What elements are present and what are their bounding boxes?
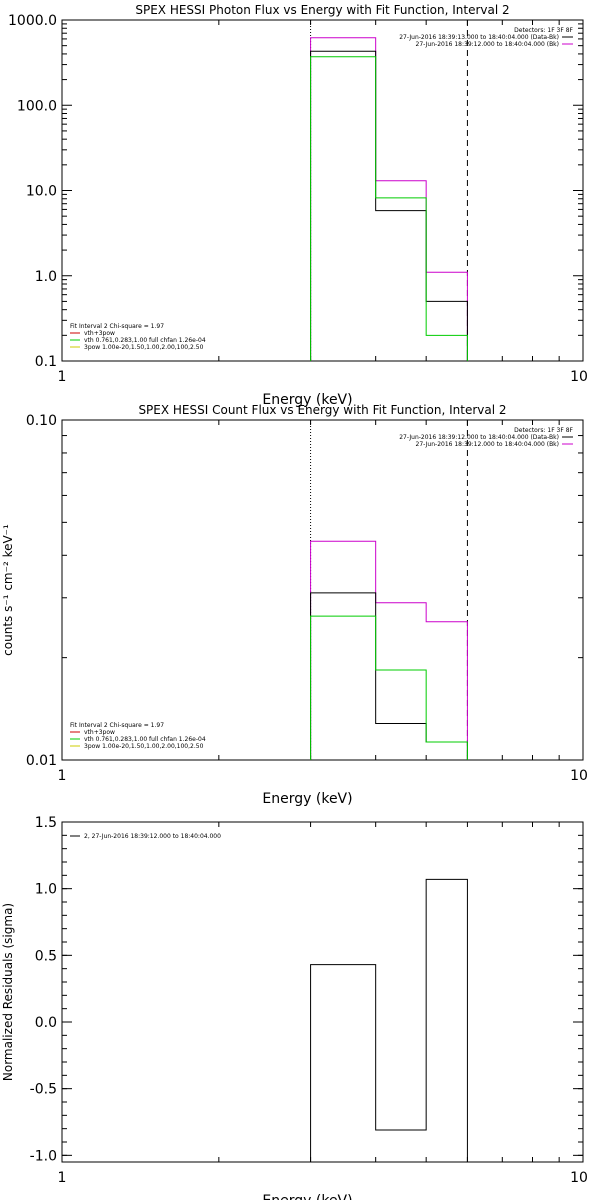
- plot-frame: [61, 419, 584, 761]
- legend-text: Fit Interval 2 Chi-square = 1.97: [70, 323, 164, 330]
- chart-panel-2: SPEX HESSI Count Flux vs Energy with Fit…: [1, 403, 588, 807]
- y-axis-label: counts s⁻¹ cm⁻² keV⁻¹: [1, 524, 15, 656]
- legend-text: 2, 27-Jun-2016 18:39:12.000 to 18:40:04.…: [84, 833, 221, 840]
- legend-text: Fit Interval 2 Chi-square = 1.97: [70, 722, 164, 729]
- legend-text: 27-Jun-2016 18:39:12.000 to 18:40:04.000…: [416, 41, 559, 48]
- y-tick-label: 0.10: [26, 413, 57, 429]
- y-tick-label: 0.01: [26, 753, 57, 769]
- x-axis-label: Energy (keV): [262, 1193, 352, 1200]
- x-tick-label: 1: [58, 1170, 67, 1186]
- x-tick-label: 10: [570, 1170, 588, 1186]
- plot-frame: [61, 19, 584, 362]
- series-1-step: [310, 50, 468, 361]
- plot-frame: [61, 821, 584, 1163]
- series-0-step: [310, 37, 468, 361]
- chart-title: SPEX HESSI Photon Flux vs Energy with Fi…: [135, 3, 509, 17]
- x-axis-label: Energy (keV): [262, 392, 352, 408]
- legend-text: 27-Jun-2016 18:39:12.000 to 18:40:04.000…: [399, 434, 559, 441]
- y-tick-label: -0.5: [30, 1082, 57, 1098]
- series-0-step: [310, 540, 468, 760]
- x-tick-label: 1: [58, 369, 67, 385]
- chart-title: SPEX HESSI Count Flux vs Energy with Fit…: [138, 403, 506, 417]
- series-2-step: [310, 615, 468, 760]
- legend-text: vth 0.761,0.283,1.00 full chfan 1.26e-04: [84, 736, 206, 743]
- x-tick-label: 10: [570, 768, 588, 784]
- legend-text: 27-Jun-2016 18:39:12.000 to 18:40:04.000…: [416, 441, 559, 448]
- x-tick-label: 10: [570, 369, 588, 385]
- legend-text: 27-Jun-2016 18:39:13.000 to 18:40:04.000…: [399, 34, 559, 41]
- y-tick-label: 1.5: [35, 815, 57, 831]
- x-tick-label: 1: [58, 768, 67, 784]
- legend-text: Detectors: 1F 3F 8F: [514, 427, 573, 434]
- y-tick-label: 10.0: [26, 184, 57, 200]
- y-tick-label: 0.1: [35, 354, 57, 370]
- residual-step: [310, 878, 468, 1162]
- legend-text: 3pow 1.00e-20,1.50,1.00,2.00,100,2.50: [84, 743, 204, 750]
- chart-panel-3: 1 10 -1.0 -0.5 0.0 0.5 1.0 1.5 Energy (keV) Norma…: [1, 815, 588, 1200]
- y-tick-label: 1.0: [35, 882, 57, 898]
- legend-text: vth+3pow: [84, 330, 115, 337]
- legend-text: Detectors: 1F 3F 8F: [514, 27, 573, 34]
- y-tick-label: 0.0: [35, 1015, 57, 1031]
- y-tick-label: -1.0: [30, 1148, 57, 1164]
- y-axis-label: Normalized Residuals (sigma): [1, 903, 15, 1081]
- x-axis-label: Energy (keV): [262, 791, 352, 807]
- series-2-step: [310, 56, 468, 361]
- y-tick-label: 1000.0: [8, 13, 57, 29]
- legend-text: 3pow 1.00e-20,1.50,1.00,2.00,100,2.50: [84, 344, 204, 351]
- y-tick-label: 100.0: [17, 98, 57, 114]
- y-tick-label: 0.5: [35, 948, 57, 964]
- y-tick-label: 1.0: [35, 269, 57, 285]
- legend-text: vth+3pow: [84, 729, 115, 736]
- chart-panel-1: SPEX HESSI Photon Flux vs Energy with Fi…: [8, 3, 588, 408]
- legend-text: vth 0.761,0.283,1.00 full chfan 1.26e-04: [84, 337, 206, 344]
- series-1-step: [310, 592, 468, 760]
